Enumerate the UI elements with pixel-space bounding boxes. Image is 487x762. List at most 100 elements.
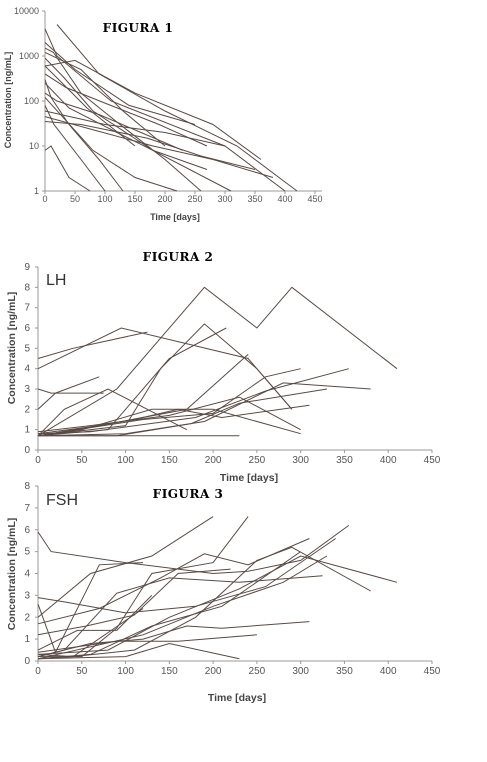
chart-2-x-tick-label: 450	[424, 455, 441, 466]
chart-3-y-tick-label: 6	[24, 525, 30, 536]
chart-1-series-3-line	[44, 57, 232, 192]
chart-2-series-14-line	[37, 404, 310, 437]
chart-1-x-tick-label: 400	[277, 194, 292, 204]
chart-2-series-6-line	[37, 323, 293, 437]
chart-3-y-tick-label: 8	[24, 481, 30, 492]
chart-3-y-tick-label: 5	[24, 547, 30, 558]
chart-1-series-15-line	[44, 42, 196, 125]
chart-1-y-tick-label: 10	[29, 141, 39, 151]
chart-3-series-1-line	[37, 524, 350, 575]
chart-1-series-6-line	[44, 145, 91, 192]
chart-2-y-tick-label: 0	[24, 445, 30, 456]
chart-1-series-5-line	[44, 105, 106, 192]
chart-1-x-tick-label: 300	[217, 194, 232, 204]
chart-2-x-tick-label: 200	[205, 455, 222, 466]
chart-3-x-tick-label: 450	[424, 666, 441, 677]
chart-1-x-tick-label: 0	[42, 194, 47, 204]
chart-3-x-tick-label: 100	[117, 666, 134, 677]
chart-1-series-17-line	[44, 97, 178, 192]
chart-1-series-18-line	[44, 121, 256, 170]
chart-3-x-tick-label: 150	[161, 666, 178, 677]
chart-2-series-10-line	[37, 382, 371, 437]
chart-1-y-tick-label: 10000	[14, 6, 39, 16]
chart-1-x-tick-label: 350	[247, 194, 262, 204]
chart-3-series-10-line	[37, 575, 323, 658]
chart-2-x-tick-label: 0	[35, 455, 41, 466]
chart-3-series-15-line	[37, 621, 310, 658]
chart-3-x-tick-label: 300	[292, 666, 309, 677]
chart-3-x-tick-label: 50	[76, 666, 88, 677]
chart-3-y-tick-label: 3	[24, 590, 30, 601]
chart-2-y-axis-label: Concentration [ng/mL]	[6, 292, 18, 405]
chart-3-series-13-line	[37, 562, 144, 654]
chart-2-y-tick-label: 6	[24, 323, 30, 334]
chart-3-x-tick-label: 400	[380, 666, 397, 677]
chart-1-x-tick-label: 150	[127, 194, 142, 204]
chart-2-series-11-line	[37, 354, 249, 435]
chart-2-x-tick-label: 150	[161, 455, 178, 466]
chart-2-series-15-line	[37, 396, 301, 433]
chart-2-x-tick-label: 400	[380, 455, 397, 466]
chart-1-series-1-line	[44, 47, 202, 192]
chart-2-y-tick-label: 3	[24, 384, 30, 395]
chart-3-x-tick-label: 250	[249, 666, 266, 677]
chart-2-x-tick-label: 50	[76, 455, 88, 466]
chart-3: FIGURA 3 FSH Concentration [ng/mL] Time …	[6, 481, 441, 704]
chart-3-x-tick-label: 200	[205, 666, 222, 677]
chart-1-series-9-line	[44, 82, 208, 170]
chart-1-x-tick-label: 250	[187, 194, 202, 204]
chart-1-y-tick-label: 1000	[19, 51, 39, 61]
chart-3-series-12-line	[37, 595, 153, 651]
chart-2-x-tick-label: 350	[336, 455, 353, 466]
chart-2-x-tick-label: 300	[292, 455, 309, 466]
chart-1-series-11-line	[44, 65, 136, 147]
chart-1-y-axis-label: Concentration [ng/mL]	[3, 52, 13, 149]
chart-1-series-13-line	[44, 110, 226, 147]
chart-2-x-tick-label: 250	[249, 455, 266, 466]
chart-2-y-tick-label: 9	[24, 262, 30, 273]
chart-1-title: FIGURA 1	[103, 21, 174, 35]
chart-3-x-axis-label: Time [days]	[208, 692, 266, 704]
chart-2-x-tick-label: 100	[117, 455, 134, 466]
chart-2-series-5-line	[37, 286, 398, 437]
chart-2-y-tick-label: 5	[24, 343, 30, 354]
chart-1-series-12-line	[44, 92, 184, 151]
chart-1-x-tick-label: 450	[307, 194, 322, 204]
chart-3-y-tick-label: 4	[24, 569, 30, 580]
chart-2-series-7-line	[37, 368, 301, 437]
chart-3-series-3-line	[37, 538, 336, 614]
chart-1-series-14-line	[56, 24, 298, 192]
chart-1-y-tick-label: 1	[34, 186, 39, 196]
chart-1: FIGURA 1 Concentration [ng/mL] Time [day…	[3, 6, 323, 222]
chart-2-y-tick-label: 4	[24, 364, 30, 375]
chart-2-series-12-line	[37, 408, 301, 437]
chart-3-x-tick-label: 350	[336, 666, 353, 677]
chart-3-panel-label: FSH	[46, 492, 78, 509]
chart-1-x-tick-label: 100	[97, 194, 112, 204]
chart-2-series-17-line	[37, 388, 188, 437]
chart-3-y-tick-label: 7	[24, 503, 30, 514]
chart-1-series-7-line	[44, 59, 262, 160]
chart-3-y-axis-label: Concentration [ng/mL]	[6, 518, 18, 631]
chart-2-y-tick-label: 7	[24, 303, 30, 314]
chart-2-y-tick-label: 8	[24, 282, 30, 293]
chart-2-y-tick-label: 2	[24, 404, 30, 415]
chart-1-x-tick-label: 200	[157, 194, 172, 204]
chart-2-x-axis-label: Time [days]	[220, 472, 278, 484]
chart-2-title: FIGURA 2	[143, 250, 214, 264]
chart-3-series-9-line	[37, 538, 310, 625]
chart-3-series-17-line	[37, 634, 257, 653]
chart-2-series-16-line	[38, 388, 327, 437]
chart-1-series-8-line	[44, 51, 166, 147]
chart-3-series-8-line	[37, 551, 301, 660]
chart-3-y-tick-label: 2	[24, 612, 30, 623]
chart-1-y-tick-label: 100	[24, 96, 39, 106]
chart-3-x-tick-label: 0	[35, 666, 41, 677]
chart-2: FIGURA 2 LH Concentration [ng/mL] Time […	[6, 250, 441, 484]
chart-3-y-tick-label: 1	[24, 634, 30, 645]
chart-3-y-tick-label: 0	[24, 656, 30, 667]
chart-2-panel-label: LH	[46, 272, 66, 289]
chart-1-series-2-line	[44, 28, 286, 192]
chart-3-series-2-line	[37, 516, 214, 618]
